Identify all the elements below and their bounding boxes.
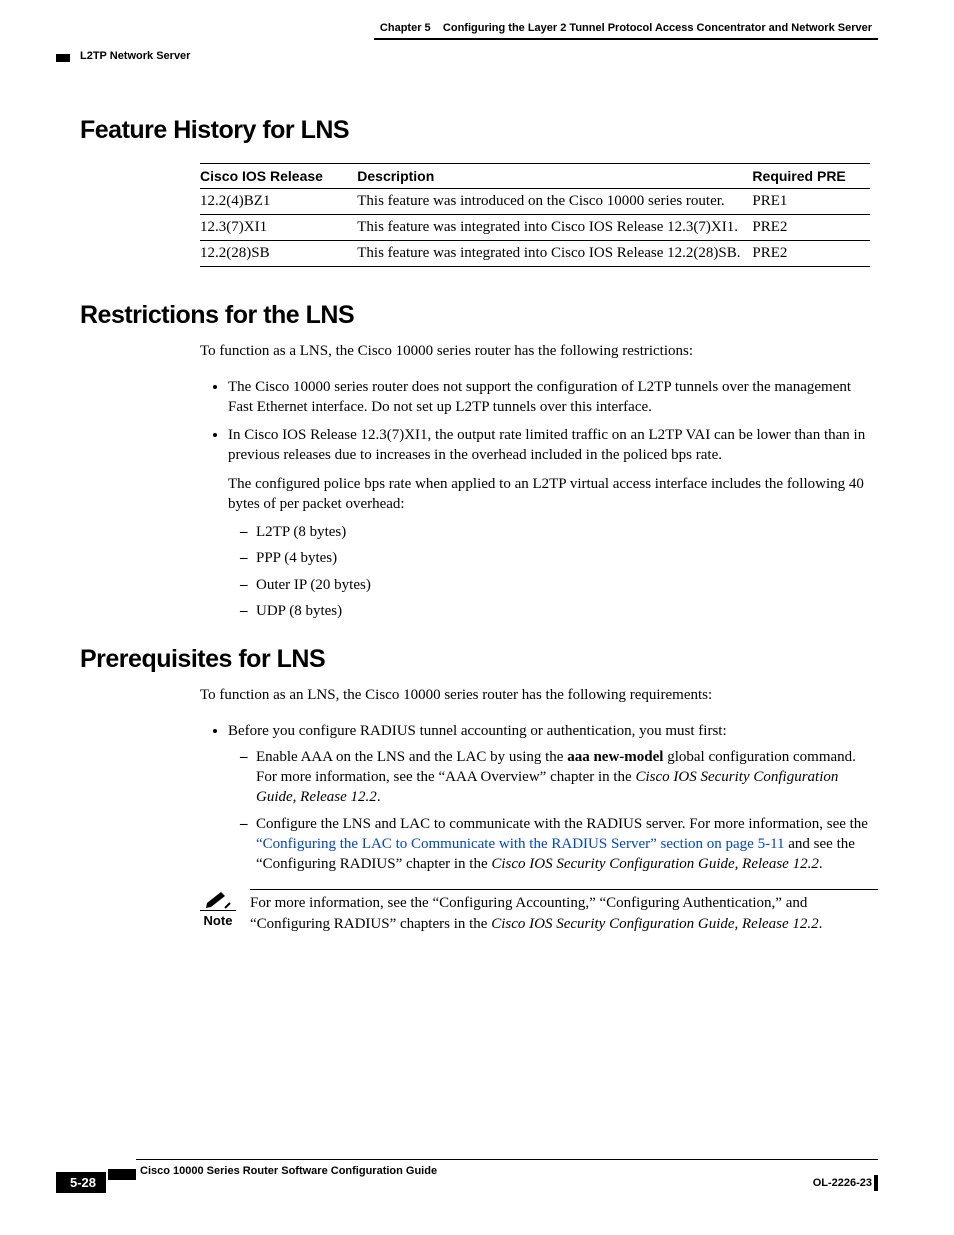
table-header-row: Cisco IOS Release Description Required P… <box>200 164 870 189</box>
note-content: For more information, see the “Configuri… <box>250 889 878 934</box>
restriction-item: In Cisco IOS Release 12.3(7)XI1, the out… <box>228 425 878 621</box>
footer-rule <box>136 1159 878 1161</box>
overhead-item: L2TP (8 bytes) <box>256 522 878 542</box>
restriction-text: In Cisco IOS Release 12.3(7)XI1, the out… <box>228 427 865 463</box>
cell-release: 12.2(28)SB <box>200 241 357 267</box>
heading-prerequisites: Prerequisites for LNS <box>80 645 878 674</box>
cell-description: This feature was integrated into Cisco I… <box>357 215 752 241</box>
prerequisites-list: Before you configure RADIUS tunnel accou… <box>200 721 878 875</box>
cell-pre: PRE1 <box>752 189 870 215</box>
note-block: Note For more information, see the “Conf… <box>200 889 878 934</box>
header-rule <box>374 38 878 40</box>
cell-release: 12.2(4)BZ1 <box>200 189 357 215</box>
prerequisite-item: Before you configure RADIUS tunnel accou… <box>228 721 878 875</box>
heading-feature-history: Feature History for LNS <box>80 116 878 145</box>
note-underline <box>200 910 236 911</box>
header-chapter: Chapter 5 Configuring the Layer 2 Tunnel… <box>380 22 872 34</box>
note-label: Note <box>204 913 233 928</box>
header-left-marker <box>56 54 70 62</box>
prerequisites-intro: To function as an LNS, the Cisco 10000 s… <box>200 686 878 706</box>
chapter-title: Configuring the Layer 2 Tunnel Protocol … <box>443 22 872 34</box>
footer-page-number: 5-28 <box>56 1172 106 1193</box>
restriction-subtext: The configured police bps rate when appl… <box>228 474 878 515</box>
note-icon-wrap: Note <box>200 889 236 928</box>
overhead-item: UDP (8 bytes) <box>256 601 878 621</box>
footer-doc-id: OL-2226-23 <box>813 1177 872 1189</box>
heading-restrictions: Restrictions for the LNS <box>80 301 878 330</box>
table-row: 12.2(28)SB This feature was integrated i… <box>200 241 870 267</box>
footer-guide-title: Cisco 10000 Series Router Software Confi… <box>140 1165 437 1177</box>
th-required-pre: Required PRE <box>752 164 870 189</box>
overhead-list: L2TP (8 bytes) PPP (4 bytes) Outer IP (2… <box>228 522 878 621</box>
chapter-prefix: Chapter 5 <box>380 22 431 34</box>
cell-release: 12.3(7)XI1 <box>200 215 357 241</box>
book-title: Cisco IOS Security Configuration Guide, … <box>491 916 818 932</box>
cell-pre: PRE2 <box>752 215 870 241</box>
header-section-name: L2TP Network Server <box>80 50 190 62</box>
table-row: 12.2(4)BZ1 This feature was introduced o… <box>200 189 870 215</box>
prereq-sublist: Enable AAA on the LNS and the LAC by usi… <box>228 747 878 875</box>
cell-description: This feature was integrated into Cisco I… <box>357 241 752 267</box>
restrictions-list: The Cisco 10000 series router does not s… <box>200 377 878 622</box>
footer-end-marker <box>874 1175 878 1191</box>
th-description: Description <box>357 164 752 189</box>
overhead-item: Outer IP (20 bytes) <box>256 575 878 595</box>
restrictions-intro: To function as a LNS, the Cisco 10000 se… <box>200 342 878 362</box>
prereq-subitem: Enable AAA on the LNS and the LAC by usi… <box>256 747 878 808</box>
cell-pre: PRE2 <box>752 241 870 267</box>
overhead-item: PPP (4 bytes) <box>256 548 878 568</box>
feature-history-table: Cisco IOS Release Description Required P… <box>200 163 870 267</box>
prereq-text: Before you configure RADIUS tunnel accou… <box>228 723 727 739</box>
restriction-item: The Cisco 10000 series router does not s… <box>228 377 878 418</box>
table-row: 12.3(7)XI1 This feature was integrated i… <box>200 215 870 241</box>
cell-description: This feature was introduced on the Cisco… <box>357 189 752 215</box>
th-release: Cisco IOS Release <box>200 164 357 189</box>
cmd-aaa-new-model: aaa new-model <box>567 749 663 765</box>
book-title: Cisco IOS Security Configuration Guide, … <box>491 856 818 872</box>
pencil-icon <box>204 889 232 909</box>
link-configuring-lac-radius[interactable]: “Configuring the LAC to Communicate with… <box>256 836 785 852</box>
footer-bar <box>108 1169 136 1180</box>
prereq-subitem: Configure the LNS and LAC to communicate… <box>256 814 878 875</box>
